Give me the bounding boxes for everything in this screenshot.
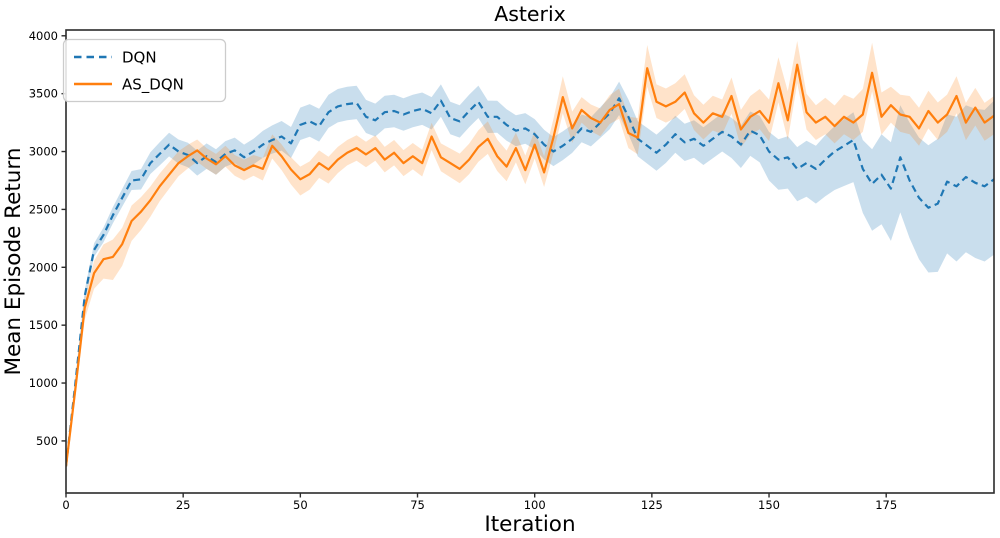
x-tick-label: 150 <box>758 498 780 512</box>
y-tick-label: 1500 <box>29 318 58 332</box>
x-tick-label: 75 <box>410 498 425 512</box>
legend-item-as-dqn: AS_DQN <box>74 76 184 95</box>
legend-label: AS_DQN <box>122 76 184 95</box>
dqn-line <box>66 97 994 467</box>
x-tick-label: 50 <box>293 498 308 512</box>
x-tick-label: 100 <box>524 498 546 512</box>
y-tick-label: 2000 <box>29 260 58 274</box>
chart-title: Asterix <box>494 2 566 26</box>
y-axis-label: Mean Episode Return <box>1 147 26 375</box>
plot-area <box>66 41 994 471</box>
y-tick-label: 4000 <box>29 29 58 43</box>
legend-label: DQN <box>122 49 157 67</box>
y-tick-label: 3000 <box>29 145 58 159</box>
y-tick-label: 1000 <box>29 376 58 390</box>
y-tick-label: 3500 <box>29 87 58 101</box>
y-tick-label: 2500 <box>29 202 58 216</box>
x-tick-label: 175 <box>875 498 897 512</box>
x-tick-label: 125 <box>641 498 663 512</box>
as-dqn-line <box>66 63 994 467</box>
legend: DQN AS_DQN <box>62 38 227 103</box>
legend-box <box>62 38 227 103</box>
axes-spines <box>65 29 995 494</box>
dqn-band <box>66 81 994 471</box>
x-tick-label: 25 <box>176 498 191 512</box>
x-axis-label: Iteration <box>484 512 575 537</box>
y-tick-label: 500 <box>36 434 58 448</box>
legend-item-dqn: DQN <box>74 49 157 67</box>
x-tick-label: 0 <box>62 498 69 512</box>
